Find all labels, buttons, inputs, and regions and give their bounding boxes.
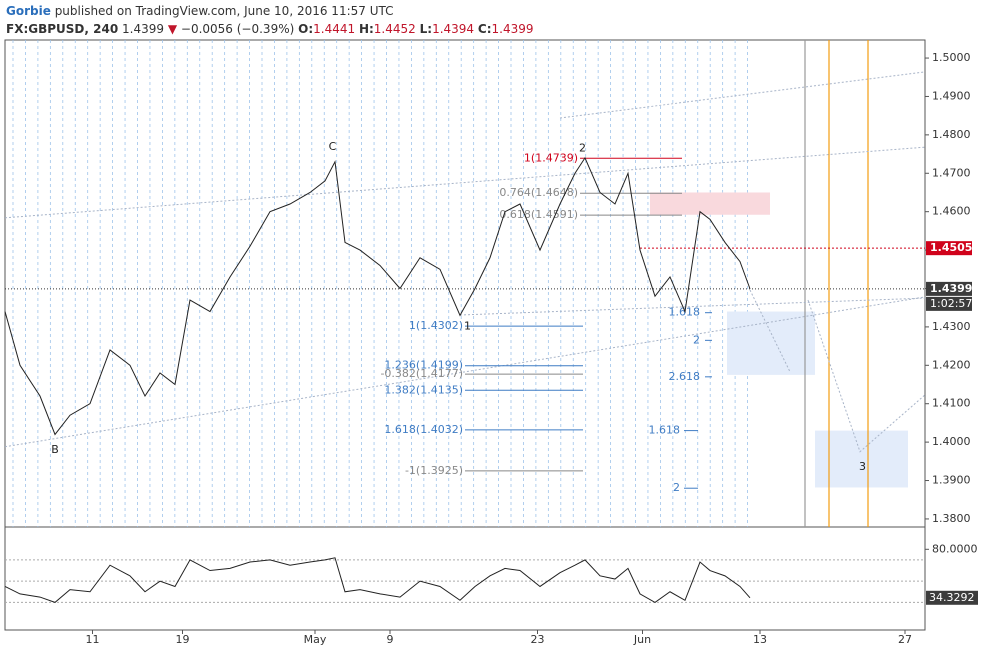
wave-label: B	[51, 443, 59, 456]
fib-label: 1.618	[649, 424, 681, 437]
ohlc: O:1.4441 H:1.4452 L:1.4394 C:1.4399	[298, 22, 533, 36]
x-tick-label: 23	[531, 633, 545, 646]
zone	[727, 311, 815, 375]
y-tick-label: 1.4700	[932, 166, 971, 179]
last-price-box	[926, 281, 972, 296]
last-price-label: 1.4399	[930, 282, 972, 295]
y-tick-label: 1.5000	[932, 51, 971, 64]
author: Gorbie	[6, 4, 51, 18]
wave-label: 3	[859, 460, 866, 473]
countdown: 1:02:57	[930, 297, 972, 310]
published: published on TradingView.com, June 10, 2…	[54, 4, 394, 18]
fib-label: 1.382(1.4135)	[384, 383, 463, 396]
level-box	[926, 241, 972, 256]
ohlc-value: 1.4399	[491, 22, 534, 36]
fib-label: 1(1.4739)	[524, 151, 578, 164]
trendline	[4, 146, 926, 219]
fib-label: -1(1.3925)	[405, 464, 463, 477]
ohlc-label: L:	[419, 22, 433, 36]
fib-label: -0.382(1.4177)	[380, 367, 463, 380]
y-tick-label: 1.4200	[932, 358, 971, 371]
trendline	[559, 71, 926, 119]
wave-label: 1	[464, 320, 471, 333]
fib-label: 1.618(1.4032)	[384, 423, 463, 436]
x-tick-label: 9	[387, 633, 394, 646]
fib-label: 2.618	[669, 370, 701, 383]
header-line-2: FX:GBPUSD, 240 1.4399 ▼ −0.0056 (−0.39%)…	[6, 20, 534, 38]
x-tick-label: May	[304, 633, 327, 646]
fib-label: 1(1.4302)	[409, 319, 463, 332]
symbol: FX:GBPUSD, 240	[6, 22, 119, 36]
y-tick-label: 1.4300	[932, 320, 971, 333]
y-tick-label: 1.4800	[932, 128, 971, 141]
fib-label: 2	[693, 333, 700, 346]
header: Gorbie published on TradingView.com, Jun…	[6, 2, 534, 38]
trendline	[459, 297, 926, 316]
x-tick-label: Jun	[633, 633, 651, 646]
header-line-1: Gorbie published on TradingView.com, Jun…	[6, 2, 534, 20]
wave-label: 2	[579, 141, 586, 154]
rsi-last-box	[926, 590, 978, 605]
down-arrow: ▼	[167, 22, 178, 36]
x-tick-label: 11	[86, 633, 100, 646]
change: −0.0056 (−0.39%)	[180, 22, 295, 36]
fib-label: 0.764(1.4648)	[499, 186, 578, 199]
ohlc-value: 1.4441	[313, 22, 356, 36]
ohlc-label: H:	[358, 22, 374, 36]
ohlc-label: O:	[298, 22, 314, 36]
countdown-box	[926, 296, 972, 311]
level-label: 1.4505	[930, 241, 972, 254]
trendline	[4, 296, 926, 448]
y-tick-label: 1.3900	[932, 474, 971, 487]
fib-label: 0.618(1.4591)	[499, 208, 578, 221]
price: 1.4399	[122, 22, 164, 36]
price-line	[4, 156, 751, 436]
trendline	[749, 289, 791, 373]
trendline	[807, 299, 926, 453]
fib-label: 2	[673, 481, 680, 494]
ohlc-value: 1.4452	[373, 22, 416, 36]
ohlc-value: 1.4394	[432, 22, 475, 36]
rsi-frame	[4, 526, 926, 631]
fib-label: 1.236(1.4199)	[384, 359, 463, 372]
rsi-last-label: 34.3292	[929, 591, 975, 604]
x-tick-label: 13	[753, 633, 767, 646]
y-tick-label: 1.4100	[932, 397, 971, 410]
ohlc-label: C:	[477, 22, 492, 36]
y-tick-label: 1.4000	[932, 435, 971, 448]
x-tick-label: 19	[176, 633, 190, 646]
zone	[815, 430, 908, 488]
wave-label: C	[329, 140, 337, 153]
y-tick-label: 1.4900	[932, 89, 971, 102]
y-tick-label: 1.3800	[932, 512, 971, 525]
rsi-line	[4, 557, 751, 603]
zone	[650, 192, 770, 215]
x-tick-label: 27	[898, 633, 912, 646]
fib-label: 1.618	[669, 306, 701, 319]
rsi-y-tick-label: 80.0000	[932, 542, 978, 555]
plot-frame	[4, 39, 926, 528]
y-tick-label: 1.4600	[932, 205, 971, 218]
